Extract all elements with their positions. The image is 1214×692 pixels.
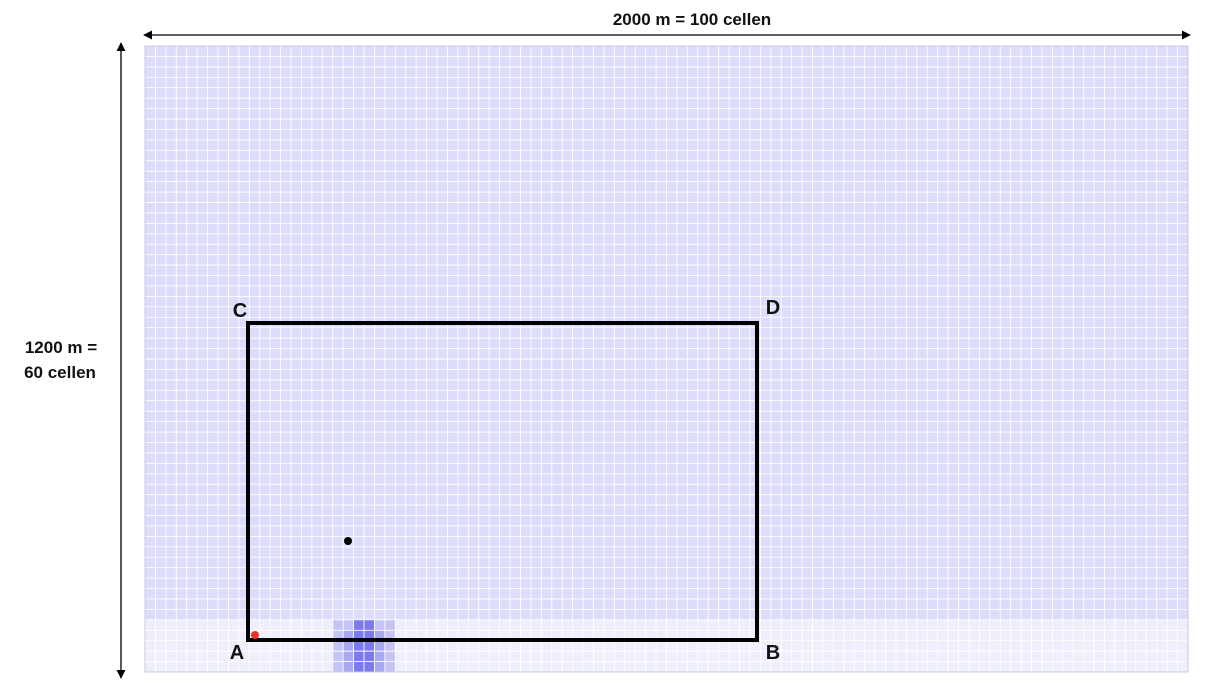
height-label-line2: 60 cellen	[24, 363, 96, 382]
hot-cell	[364, 640, 375, 652]
hot-cell	[384, 640, 396, 652]
hot-cell	[374, 661, 385, 672]
hot-cell	[343, 640, 354, 652]
corner-label-b: B	[766, 642, 780, 664]
hot-cell	[343, 619, 354, 631]
width-label: 2000 m = 100 cellen	[613, 10, 771, 29]
red-point-marker	[251, 631, 259, 639]
hot-cell	[343, 661, 354, 672]
hot-cell	[374, 619, 385, 631]
hot-cell	[364, 619, 375, 631]
grid-lines	[144, 45, 1189, 673]
hot-cell	[353, 661, 365, 672]
corner-label-a: A	[230, 642, 244, 664]
hot-cell	[384, 619, 396, 631]
hot-cell	[364, 630, 375, 641]
hot-cell	[343, 651, 354, 662]
hot-cell	[332, 661, 344, 672]
corner-label-c: C	[233, 300, 247, 322]
hot-cell	[353, 640, 365, 652]
hot-cell	[384, 630, 396, 641]
grid-frame	[144, 45, 1189, 673]
hot-cell	[332, 640, 344, 652]
hot-cell	[364, 651, 375, 662]
hot-cell	[332, 619, 344, 631]
black-point-marker	[344, 537, 352, 545]
hot-cell	[353, 630, 365, 641]
hot-cell	[374, 640, 385, 652]
hot-cell	[343, 630, 354, 641]
region-outline	[246, 321, 759, 642]
hot-cell	[353, 651, 365, 662]
hot-cell	[384, 651, 396, 662]
hot-cell	[374, 630, 385, 641]
height-label-line1: 1200 m =	[25, 338, 97, 357]
hot-cell	[374, 651, 385, 662]
hot-cell	[332, 630, 344, 641]
hot-cell	[384, 661, 396, 672]
hot-cell	[353, 619, 365, 631]
cell-grid	[144, 45, 1189, 673]
corner-label-d: D	[766, 297, 780, 319]
hot-cell	[364, 661, 375, 672]
hot-cell	[332, 651, 344, 662]
